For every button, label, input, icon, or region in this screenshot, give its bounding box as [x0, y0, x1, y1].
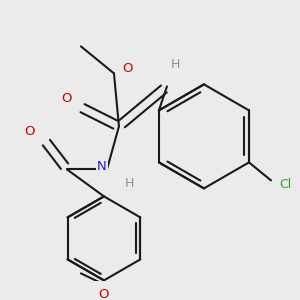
- Text: O: O: [62, 92, 72, 105]
- Text: N: N: [97, 160, 107, 173]
- Text: O: O: [123, 62, 133, 75]
- Text: O: O: [99, 288, 109, 300]
- Text: O: O: [25, 125, 35, 138]
- Text: Cl: Cl: [279, 178, 291, 191]
- Text: H: H: [124, 177, 134, 190]
- Text: H: H: [170, 58, 180, 71]
